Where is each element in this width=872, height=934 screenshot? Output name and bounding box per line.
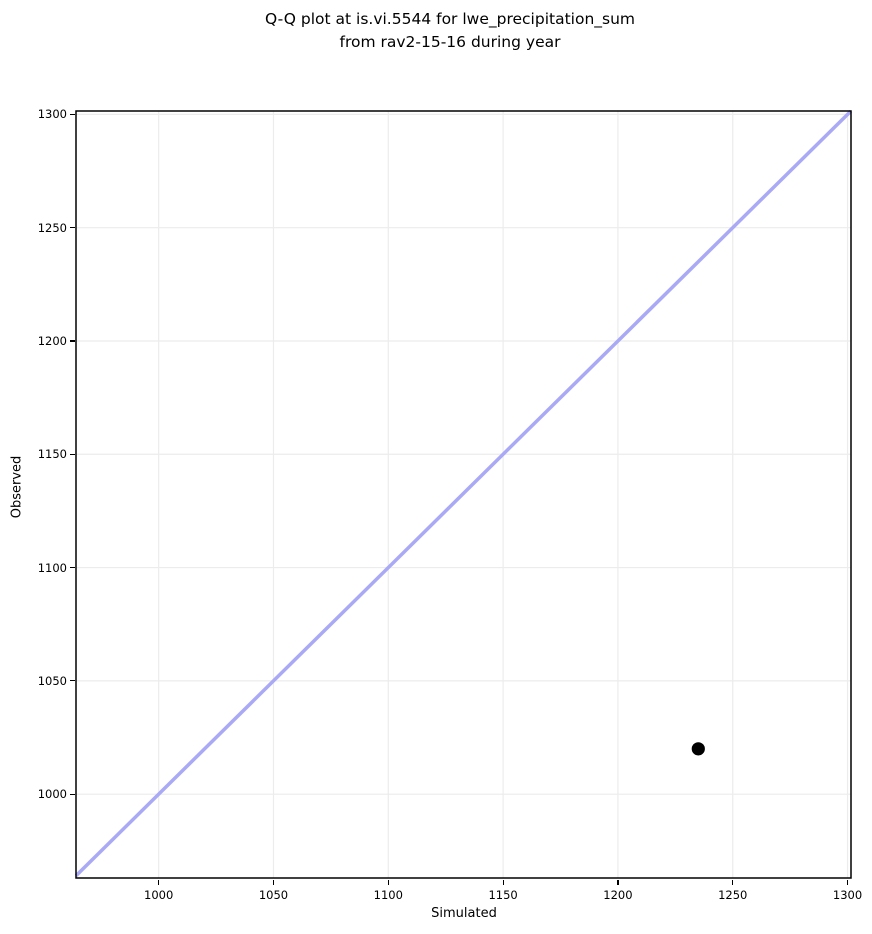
y-tick-mark (69, 113, 75, 115)
y-tick-label: 1250 (37, 220, 67, 235)
x-tick-label: 1000 (144, 888, 174, 902)
x-tick-label: 1050 (258, 888, 289, 902)
chart-title-line1: Q-Q plot at is.vi.5544 for lwe_precipita… (264, 10, 636, 28)
x-tick-label: 1250 (718, 888, 748, 902)
axes-spines (75, 110, 852, 879)
y-tick-mark (69, 680, 75, 682)
chart-title-line2: from rav2-15-16 during year (339, 33, 561, 51)
x-tick-label: 1200 (603, 888, 633, 902)
data-point (691, 742, 705, 756)
y-axis-label: Observed (9, 455, 25, 519)
x-tick-mark (846, 879, 849, 885)
y-tick-mark (69, 227, 75, 229)
y-tick-mark (69, 793, 75, 795)
x-tick-mark (158, 879, 160, 885)
x-tick-mark (387, 879, 389, 885)
y-tick-label: 1150 (37, 447, 67, 462)
y-tick-mark (69, 340, 75, 342)
x-tick-mark (617, 879, 619, 885)
y-tick-mark (69, 453, 75, 455)
y-tick-mark (69, 566, 75, 569)
plot-area (75, 110, 852, 879)
x-tick-mark (272, 879, 275, 885)
y-tick-label: 1200 (37, 333, 67, 348)
x-tick-label: 1150 (488, 888, 518, 902)
identity-reference-line (75, 110, 852, 877)
chart-title: Q-Q plot at is.vi.5544 for lwe_precipita… (265, 8, 635, 54)
x-tick-mark (502, 879, 504, 885)
y-tick-label: 1000 (37, 787, 67, 802)
y-tick-label: 1300 (37, 107, 67, 122)
x-tick-mark (732, 879, 734, 885)
x-tick-label: 1300 (832, 888, 863, 902)
x-axis-label: Simulated (431, 906, 497, 921)
y-tick-label: 1100 (37, 560, 67, 575)
y-tick-label: 1050 (37, 673, 67, 688)
x-tick-label: 1100 (373, 888, 403, 902)
